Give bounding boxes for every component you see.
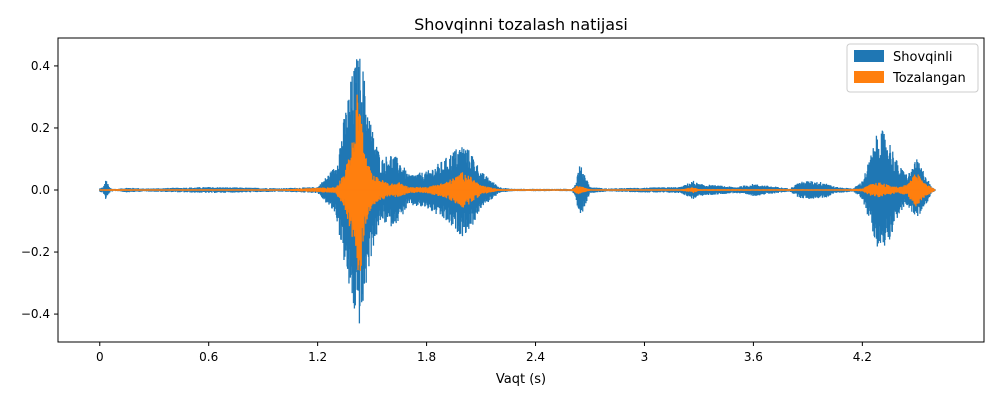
y-tick-label: 0.4 (31, 59, 50, 73)
legend-label-tozalangan: Tozalangan (892, 71, 966, 86)
x-tick-label: 0 (96, 350, 104, 364)
x-tick-label: 3.6 (744, 350, 763, 364)
x-axis: 0 0.6 1.2 1.8 2.4 3 3.6 4.2 (96, 342, 872, 364)
chart-title: Shovqinni tozalash natijasi (414, 15, 628, 34)
plot-area (58, 38, 984, 342)
legend: Shovqinli Tozalangan (846, 43, 979, 93)
x-tick-label: 2.4 (526, 350, 545, 364)
y-tick-label: 0.2 (31, 121, 50, 135)
y-tick-label: −0.2 (21, 245, 50, 259)
x-tick-label: 1.2 (308, 350, 327, 364)
x-tick-label: 3 (641, 350, 649, 364)
y-tick-label: −0.4 (21, 307, 50, 321)
x-tick-label: 1.8 (417, 350, 436, 364)
x-axis-label: Vaqt (s) (496, 372, 546, 387)
y-axis: −0.4 −0.2 0.0 0.2 0.4 (21, 59, 58, 321)
legend-swatch-tozalangan (854, 71, 884, 83)
x-tick-label: 4.2 (853, 350, 872, 364)
x-tick-label: 0.6 (199, 350, 218, 364)
y-tick-label: 0.0 (31, 183, 50, 197)
legend-label-shovqinli: Shovqinli (893, 50, 952, 65)
legend-swatch-shovqinli (854, 50, 884, 62)
